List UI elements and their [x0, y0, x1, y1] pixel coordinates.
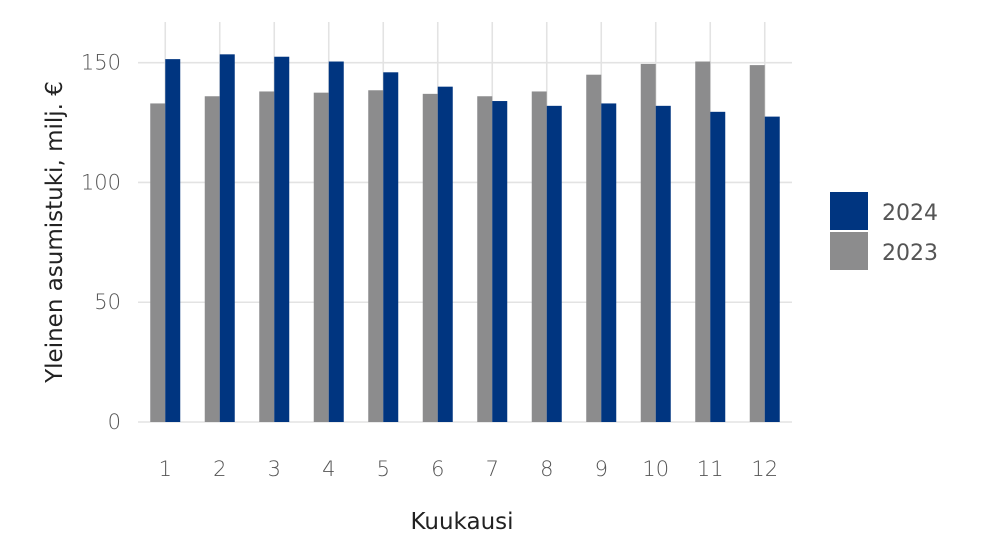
bar-2024-2 [219, 54, 235, 423]
bar-2023-7 [477, 96, 493, 422]
y-tick-label: 150 [81, 51, 121, 75]
x-tick-label: 2 [213, 457, 226, 481]
bar-2024-8 [546, 105, 562, 422]
bar-2024-11 [710, 111, 726, 422]
x-tick-label: 12 [751, 457, 778, 481]
bar-2024-12 [764, 116, 780, 422]
y-axis-title: Yleinen asumistuki, milj. € [42, 81, 68, 384]
bar-2024-10 [655, 105, 671, 422]
bar-2024-9 [601, 103, 617, 422]
y-tick-label: 0 [108, 410, 121, 434]
x-tick-label: 11 [697, 457, 724, 481]
bar-2023-4 [313, 92, 329, 422]
x-tick-label: 9 [595, 457, 608, 481]
x-tick-label: 6 [431, 457, 444, 481]
bar-2023-3 [259, 91, 275, 423]
bar-2023-12 [749, 65, 765, 422]
bar-2023-1 [150, 103, 166, 422]
legend-swatch-2023 [830, 232, 868, 270]
legend-label-2023: 2023 [882, 241, 938, 266]
x-tick-label: 1 [159, 457, 172, 481]
x-axis-title: Kuukausi [410, 509, 513, 535]
bars [150, 54, 780, 423]
bar-2024-1 [165, 59, 181, 423]
legend: 2024 2023 [830, 192, 938, 270]
bar-2023-11 [695, 61, 711, 422]
x-tick-label: 3 [268, 457, 281, 481]
y-tick-label: 50 [94, 290, 121, 314]
x-tick-label: 8 [540, 457, 553, 481]
x-tick-label: 5 [377, 457, 390, 481]
bar-2023-9 [586, 74, 602, 422]
bar-2023-8 [531, 91, 547, 423]
bar-2023-6 [422, 93, 438, 422]
x-tick-label: 7 [486, 457, 499, 481]
bar-2024-6 [437, 86, 453, 423]
bar-2023-10 [640, 63, 656, 422]
bar-2024-5 [383, 72, 399, 422]
legend-label-2024: 2024 [882, 201, 938, 226]
legend-swatch-2024 [830, 192, 868, 230]
bar-2024-7 [492, 101, 508, 422]
x-tick-label: 4 [322, 457, 335, 481]
bar-2023-2 [204, 96, 220, 422]
y-tick-label: 100 [81, 170, 121, 194]
bar-2023-5 [368, 90, 384, 422]
bar-2024-4 [328, 61, 344, 422]
vertical-gridlines [164, 22, 766, 422]
horizontal-gridlines [138, 61, 792, 423]
x-axis-tick-labels: 1 2 3 4 5 6 7 8 9 10 11 12 [159, 457, 779, 481]
x-tick-label: 10 [642, 457, 669, 481]
y-axis-tick-labels: 0 50 100 150 [81, 51, 121, 434]
bar-2024-3 [274, 56, 290, 423]
